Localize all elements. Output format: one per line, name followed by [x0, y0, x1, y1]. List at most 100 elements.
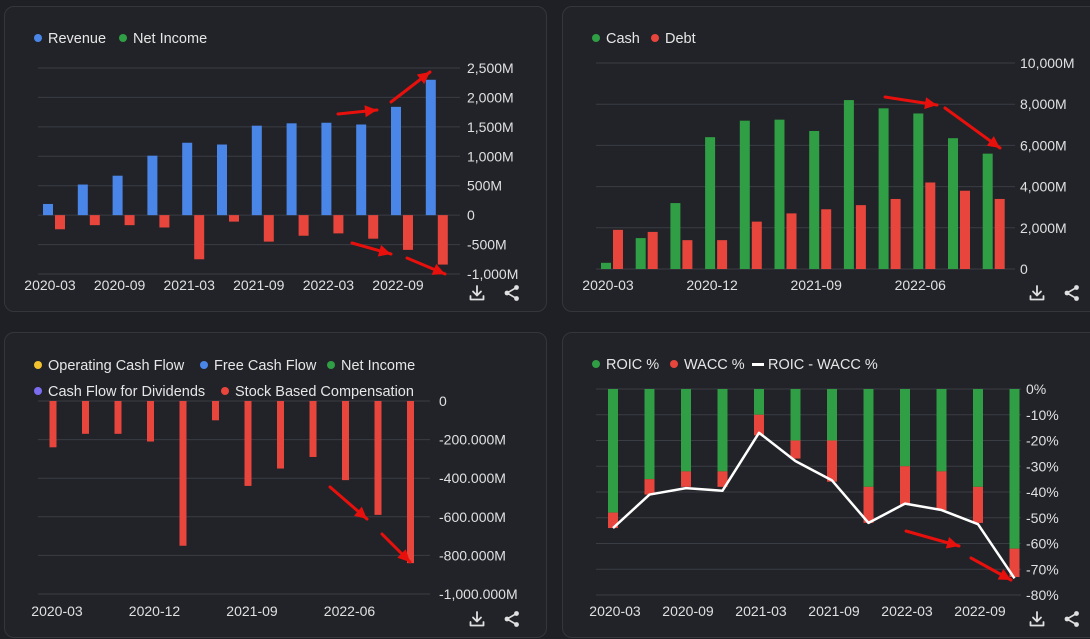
bar	[809, 130, 820, 269]
bar	[286, 123, 297, 216]
bar	[251, 125, 262, 216]
bar	[407, 401, 414, 564]
y-tick-label: 0%	[1026, 381, 1046, 397]
chart-panel-roic-wacc: ROIC % WACC % ROIC - WACC % 0% -10% -20% -30% -…	[562, 332, 1090, 638]
y-tick-label: 2,000M	[1020, 220, 1067, 236]
bar	[717, 389, 728, 472]
bar	[786, 213, 797, 269]
legend-label: Net Income	[133, 31, 207, 47]
legend-label: Debt	[665, 31, 696, 47]
download-icon[interactable]	[468, 284, 486, 302]
bar	[900, 389, 910, 467]
bar	[212, 401, 219, 421]
share-icon[interactable]	[1063, 610, 1081, 628]
y-tick-label: -10%	[1026, 407, 1059, 423]
x-tick-label: 2021-03	[164, 277, 216, 293]
bar	[244, 401, 252, 486]
bar	[635, 238, 646, 269]
bar	[277, 401, 284, 469]
bar	[608, 389, 618, 513]
bar	[374, 401, 382, 515]
y-tick-label: -1,000.000M	[439, 586, 518, 602]
bar	[601, 262, 611, 269]
bar	[333, 215, 344, 234]
x-tick-label: 2020-12	[129, 603, 181, 619]
bar	[1009, 389, 1020, 549]
bar	[229, 215, 239, 222]
bar	[437, 215, 448, 265]
download-icon[interactable]	[1028, 610, 1046, 628]
y-tick-label: -20%	[1026, 433, 1059, 449]
bar	[863, 486, 874, 523]
bar	[159, 215, 170, 228]
legend-label: Revenue	[48, 31, 106, 47]
y-tick-label: -600.000M	[439, 509, 506, 525]
y-tick-label: 0	[439, 393, 447, 409]
bar	[913, 113, 924, 269]
share-icon[interactable]	[503, 284, 521, 302]
bar	[356, 124, 367, 216]
y-tick-label: -200.000M	[439, 432, 506, 448]
bar	[403, 215, 413, 250]
bar	[43, 203, 53, 216]
legend-label: ROIC %	[606, 357, 659, 373]
y-tick-label: 500M	[467, 178, 502, 194]
bar	[1009, 548, 1020, 577]
legend-label: Cash Flow for Dividends	[48, 384, 205, 400]
bar	[647, 231, 658, 269]
bar	[147, 155, 158, 216]
legend-swatch	[651, 34, 659, 42]
annotation-arrow-head	[945, 536, 959, 549]
annotation-arrow-head	[997, 568, 1011, 580]
x-tick-label: 2022-06	[895, 277, 947, 293]
legend-label: Cash	[606, 31, 640, 47]
bar	[681, 471, 691, 487]
x-tick-label: 2020-09	[94, 277, 146, 293]
bar	[77, 184, 88, 216]
y-tick-label: 0	[467, 207, 475, 223]
bar	[298, 215, 309, 236]
bar	[49, 401, 57, 448]
bar	[973, 389, 983, 487]
bar	[644, 389, 655, 480]
x-tick-label: 2021-09	[233, 277, 285, 293]
x-tick-label: 2020-03	[589, 603, 641, 619]
legend-label: Net Income	[341, 358, 415, 374]
bar	[368, 215, 379, 239]
bar	[147, 401, 154, 442]
bar	[112, 175, 123, 216]
annotation-arrow-head	[986, 136, 1000, 148]
y-tick-label: -60%	[1026, 536, 1059, 552]
bar	[82, 401, 89, 434]
y-tick-label: 6,000M	[1020, 137, 1067, 153]
bar	[821, 209, 832, 269]
bar	[309, 401, 317, 457]
y-tick-label: -80%	[1026, 587, 1059, 603]
bar	[717, 240, 728, 269]
download-icon[interactable]	[1028, 284, 1046, 302]
download-icon[interactable]	[468, 610, 486, 628]
chart-svg: Revenue Net Income 2,500M 2,000M 1,500M 1,000…	[24, 31, 518, 293]
x-tick-label: 2021-09	[791, 277, 843, 293]
legend-label: Operating Cash Flow	[48, 358, 185, 374]
bar	[124, 215, 135, 226]
legend-label: WACC %	[684, 357, 745, 373]
bar	[900, 466, 910, 505]
x-tick-label: 2021-09	[808, 603, 860, 619]
bar	[754, 389, 764, 415]
bar	[705, 137, 716, 269]
y-tick-label: 0	[1020, 261, 1028, 277]
bar	[55, 215, 65, 230]
x-tick-label: 2020-03	[582, 277, 634, 293]
bar	[994, 198, 1005, 269]
chart-svg: ROIC % WACC % ROIC - WACC % 0% -10% -20% -30% -…	[589, 357, 1059, 619]
share-icon[interactable]	[1063, 284, 1081, 302]
y-tick-label: -500M	[467, 237, 507, 253]
share-icon[interactable]	[503, 610, 521, 628]
bar	[774, 119, 785, 270]
y-tick-label: 4,000M	[1020, 179, 1067, 195]
bar	[890, 198, 901, 269]
annotation-arrow-head	[431, 263, 445, 275]
bar	[644, 479, 655, 495]
bar	[936, 389, 947, 472]
